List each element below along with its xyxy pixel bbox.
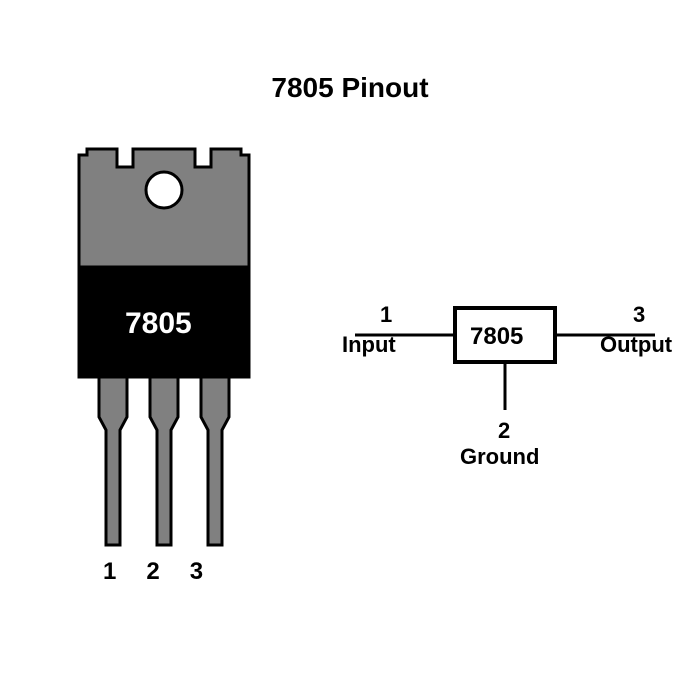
schematic-symbol: 7805 1 Input 3 Output 2 Ground	[340, 280, 685, 480]
pin-number-2: 2	[146, 558, 159, 586]
schematic-pin1-num: 1	[380, 302, 392, 327]
package-part-label: 7805	[125, 307, 192, 340]
package-drawing: 7805	[75, 145, 265, 555]
diagram-title: 7805 Pinout	[0, 72, 700, 104]
schematic-pin2-num: 2	[498, 418, 510, 443]
schematic-pin2-name: Ground	[460, 444, 539, 469]
pin-number-3: 3	[190, 558, 203, 586]
schematic-box-label: 7805	[470, 323, 523, 350]
schematic-pin3-name: Output	[600, 332, 673, 357]
schematic-pin1-name: Input	[342, 332, 396, 357]
schematic-pin3-num: 3	[633, 302, 645, 327]
pin-number-1: 1	[103, 558, 116, 586]
pin-number-row: 1 2 3	[103, 558, 203, 586]
